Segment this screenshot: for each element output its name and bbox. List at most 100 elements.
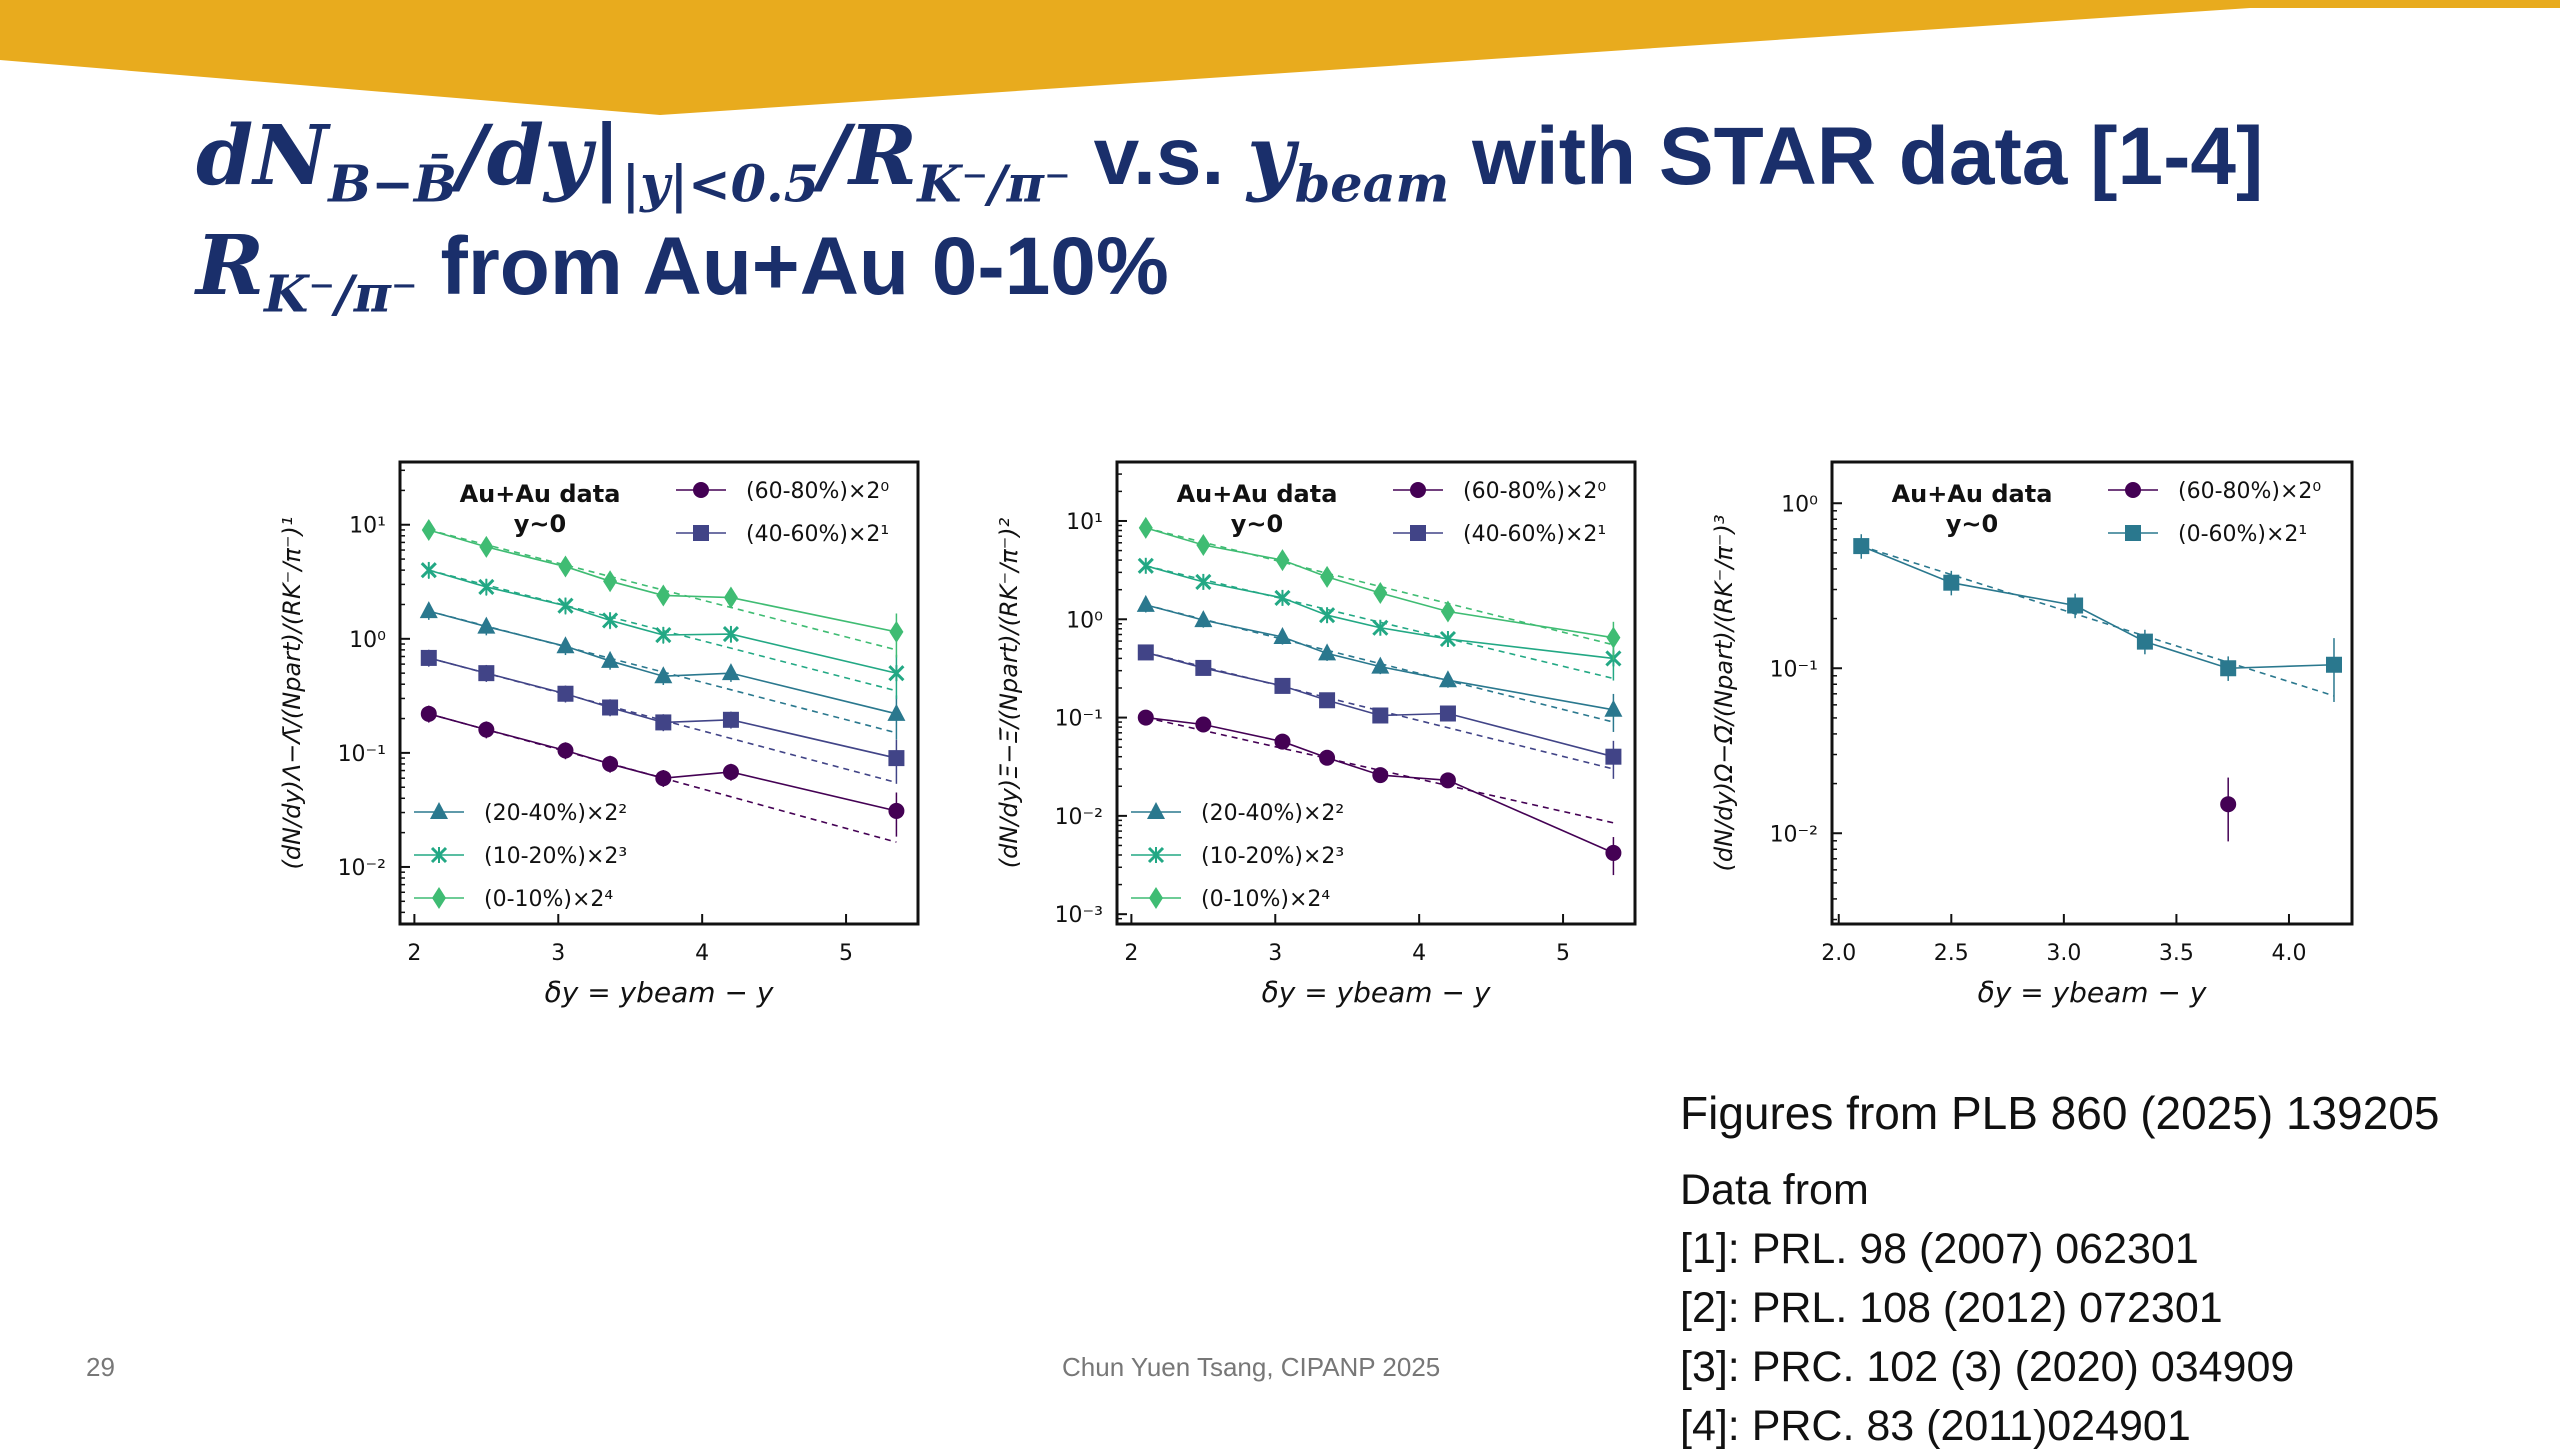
data-point: [557, 597, 574, 614]
data-point: [1371, 656, 1390, 674]
y-tick-label: 10⁰: [1781, 492, 1818, 517]
y-tick-label: 10⁻¹: [1770, 657, 1818, 682]
data-point: [1410, 525, 1426, 541]
reference-item: [1]: PRL. 98 (2007) 062301: [1680, 1225, 2199, 1273]
data-point: [1319, 692, 1336, 709]
data-point: [1137, 557, 1154, 574]
data-point: [420, 705, 437, 722]
title2-math-r: R: [196, 218, 265, 314]
series-2: [420, 649, 905, 784]
x-tick-label: 3: [551, 941, 565, 966]
title-math-r: /R: [819, 108, 918, 204]
chart-panel-3: 2.0 2.5 3.0 3.5 4.0 10⁰ 10⁻¹ 10⁻² δy = ybeam − y…: [1710, 460, 2354, 1009]
data-point: [722, 763, 739, 780]
data-point: [1195, 659, 1212, 676]
series-1: [420, 705, 905, 843]
series-2: [1137, 644, 1622, 779]
title-math-y: y: [1247, 108, 1295, 204]
data-point: [1943, 574, 1960, 591]
data-point: [430, 802, 448, 819]
x-tick-label: 4: [695, 941, 709, 966]
data-point: [421, 518, 436, 541]
y-tick-label: 10¹: [1066, 510, 1103, 535]
title2-sub-kpi: K⁻/π⁻: [264, 263, 418, 324]
x-tick-label: 4.0: [2271, 941, 2306, 966]
data-point: [1137, 709, 1154, 726]
legend-label: (0-60%)×2¹: [2178, 522, 2307, 547]
data-point: [1147, 802, 1165, 819]
legend-label: (40-60%)×2¹: [746, 522, 889, 547]
chart-title: Au+Au data: [1177, 480, 1338, 508]
data-point: [2220, 796, 2237, 813]
data-point: [432, 887, 446, 909]
data-point: [1195, 716, 1212, 733]
plot-frame: [1830, 460, 2354, 926]
data-point: [430, 846, 448, 864]
data-point: [1606, 626, 1621, 649]
legend-label: (60-80%)×2⁰: [2178, 479, 2321, 504]
chart-subtitle: y~0: [1946, 510, 1998, 538]
slide-title-line2: RK⁻/π⁻ from Au+Au 0-10%: [196, 218, 1169, 323]
reference-item: [2]: PRL. 108 (2012) 072301: [1680, 1284, 2223, 1332]
x-axis-label: δy = ybeam − y: [545, 976, 774, 1009]
charts-figure: 2 3 4 5 10¹ 10⁰ 10⁻¹ 10⁻² δy = ybeam − y (dN/dy)Λ…: [278, 460, 2354, 1009]
data-point: [558, 555, 573, 578]
title-sub-baryon: B−B̄: [328, 153, 457, 214]
data-point: [602, 755, 619, 772]
series-1: [2220, 777, 2237, 842]
x-tick-label: 2: [1124, 941, 1138, 966]
data-point: [656, 584, 671, 607]
data-point: [1275, 549, 1290, 572]
data-point: [1439, 772, 1456, 789]
data-point: [1438, 670, 1457, 688]
chart-title: Au+Au data: [460, 480, 621, 508]
data-point: [601, 650, 620, 668]
reference-item: [3]: PRC. 102 (3) (2020) 034909: [1680, 1343, 2295, 1391]
data-point: [602, 612, 619, 629]
y-tick-label: 10¹: [349, 514, 386, 539]
data-point: [2220, 660, 2237, 677]
x-axis-label: δy = ybeam − y: [1262, 976, 1491, 1009]
legend-label: (0-10%)×2⁴: [1201, 887, 1330, 912]
y-tick-label: 10⁻¹: [1055, 707, 1103, 732]
data-point: [556, 636, 575, 654]
legend-label: (10-20%)×2³: [484, 844, 627, 869]
y-tick-label: 10⁻²: [1770, 822, 1818, 847]
legend-label: (0-10%)×2⁴: [484, 887, 613, 912]
fit-line: [1145, 716, 1614, 824]
data-point: [1373, 582, 1388, 605]
title-math-dy: /dy|: [456, 108, 622, 204]
y-tick-label: 10⁻²: [1055, 805, 1103, 830]
data-point: [1318, 643, 1337, 661]
data-point: [1372, 767, 1389, 784]
title-vs: v.s.: [1070, 111, 1248, 202]
data-point: [721, 663, 740, 681]
x-tick-label: 3.0: [2046, 941, 2081, 966]
data-point: [654, 666, 673, 684]
slide-title-line1: dNB−B̄/dy||y|<0.5/RK⁻/π⁻ v.s. ybeam with…: [196, 108, 2263, 213]
x-tick-label: 2.0: [1821, 941, 1856, 966]
x-tick-label: 5: [839, 941, 853, 966]
legend-label: (60-80%)×2⁰: [1463, 479, 1606, 504]
series-2: [1853, 534, 2342, 702]
data-point: [1273, 627, 1292, 645]
data-point: [1195, 573, 1212, 590]
x-tick-label: 3.5: [2159, 941, 2194, 966]
data-point: [1137, 644, 1154, 661]
data-point: [1439, 705, 1456, 722]
chart-panel-1: 2 3 4 5 10¹ 10⁰ 10⁻¹ 10⁻² δy = ybeam − y (dN/dy)Λ…: [278, 460, 920, 1009]
data-point: [1147, 846, 1165, 864]
data-point: [1372, 707, 1389, 724]
fit-line: [428, 529, 897, 651]
data-point: [1274, 589, 1291, 606]
y-tick-label: 10⁻¹: [338, 742, 386, 767]
figures-source: Figures from PLB 860 (2025) 139205: [1680, 1087, 2440, 1139]
title-sub-beam: beam: [1294, 153, 1450, 214]
data-point: [887, 703, 906, 721]
data-point: [1274, 733, 1291, 750]
header-banner: [0, 0, 2560, 115]
data-point: [1605, 844, 1622, 861]
data-point: [1440, 600, 1455, 623]
data-point: [1138, 516, 1153, 539]
legend-label: (20-40%)×2²: [1201, 801, 1344, 826]
